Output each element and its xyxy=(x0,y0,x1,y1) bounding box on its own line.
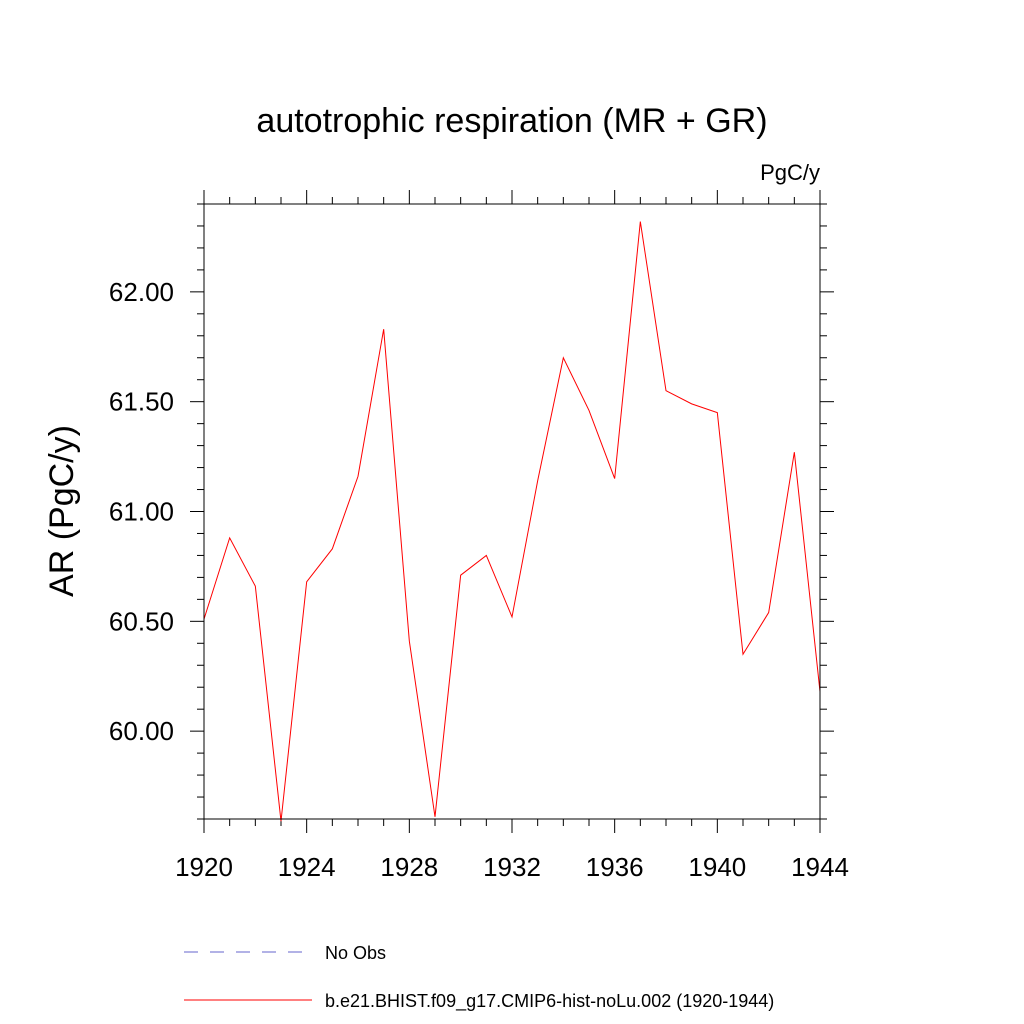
x-tick-label: 1932 xyxy=(483,852,541,882)
y-tick-label: 61.50 xyxy=(109,387,174,417)
legend-label: No Obs xyxy=(325,943,386,963)
tick-labels: 1920 1924 1928 1932 1936 1940 1944 60.00 60.50 61… xyxy=(109,277,849,882)
plot-frame xyxy=(203,203,821,820)
x-tick-label: 1920 xyxy=(175,852,233,882)
y-axis-label: AR (PgC/y) xyxy=(43,425,81,597)
series-line xyxy=(203,221,821,822)
x-tick-label: 1924 xyxy=(278,852,336,882)
legend: No Obs b.e21.BHIST.f09_g17.CMIP6-hist-noL… xyxy=(184,943,774,1012)
chart-title: autotrophic respiration (MR + GR) xyxy=(256,102,767,140)
x-tick-label: 1928 xyxy=(380,852,438,882)
x-tick-label: 1936 xyxy=(586,852,644,882)
legend-label: b.e21.BHIST.f09_g17.CMIP6-hist-noLu.002 … xyxy=(325,991,774,1012)
y-tick-label: 61.00 xyxy=(109,497,174,527)
axis-ticks xyxy=(190,190,834,833)
x-tick-label: 1940 xyxy=(688,852,746,882)
x-tick-label: 1944 xyxy=(791,852,849,882)
units-label: PgC/y xyxy=(760,160,820,185)
series-layer xyxy=(203,221,821,822)
y-tick-label: 62.00 xyxy=(109,277,174,307)
y-tick-label: 60.00 xyxy=(109,716,174,746)
y-tick-label: 60.50 xyxy=(109,606,174,636)
